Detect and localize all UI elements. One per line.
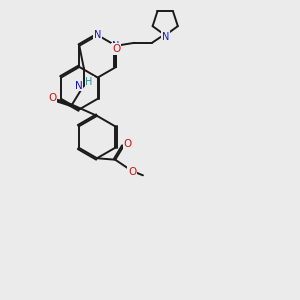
- Text: O: O: [48, 93, 56, 103]
- Text: N: N: [162, 32, 169, 42]
- Text: N: N: [75, 80, 82, 91]
- Text: N: N: [94, 30, 101, 40]
- Text: O: O: [112, 44, 120, 54]
- Text: H: H: [85, 77, 93, 87]
- Text: O: O: [124, 139, 132, 149]
- Text: N: N: [112, 41, 120, 51]
- Text: O: O: [128, 167, 136, 177]
